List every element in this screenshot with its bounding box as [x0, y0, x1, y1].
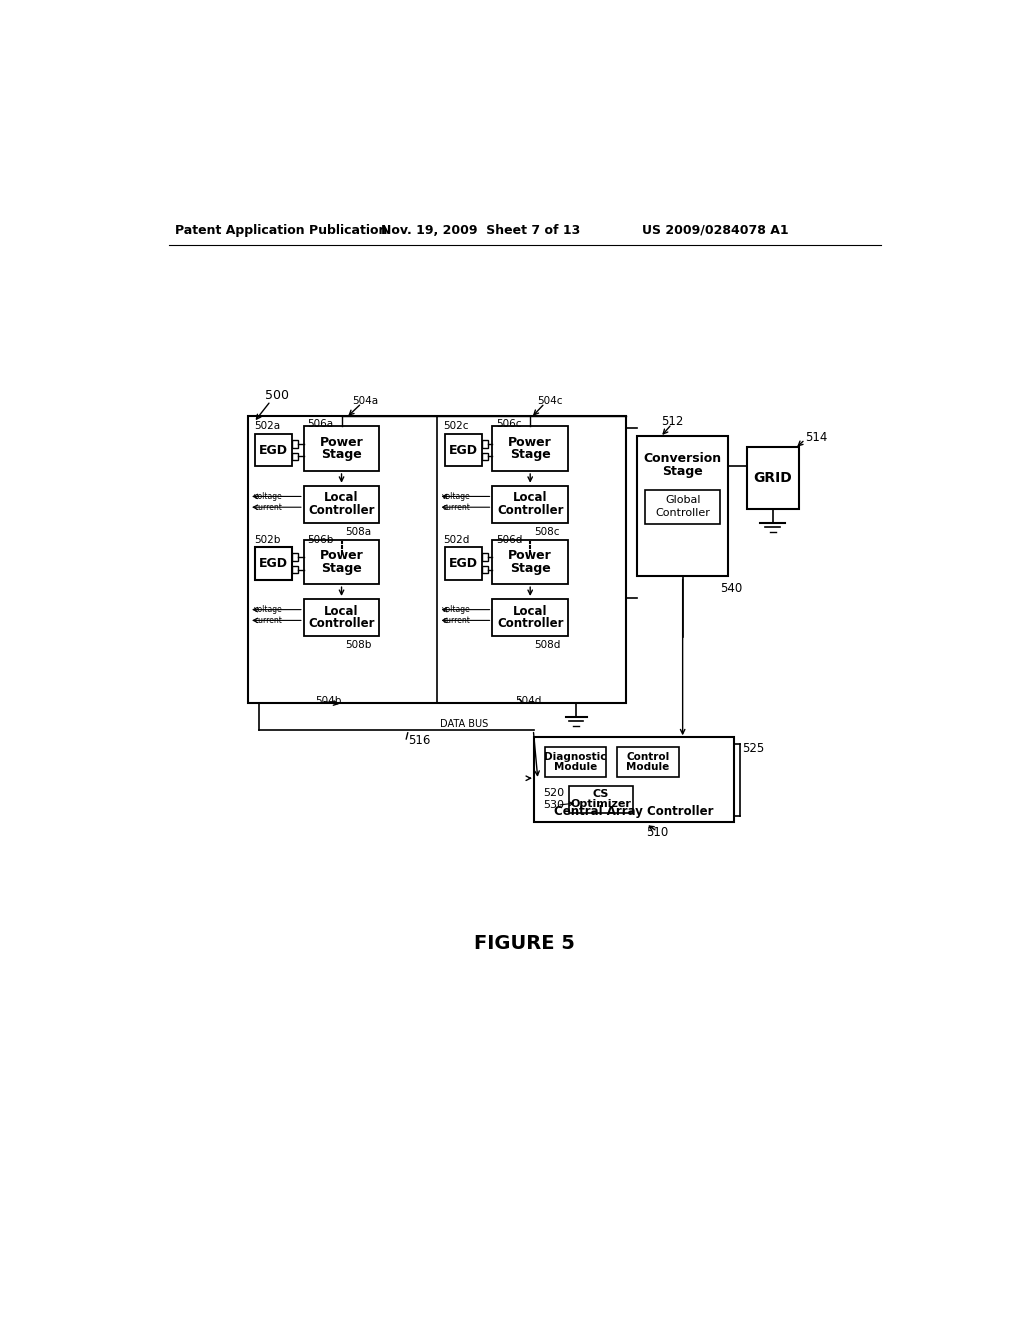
Text: DATA BUS: DATA BUS [439, 718, 487, 729]
Text: current: current [443, 503, 471, 512]
Text: CS: CS [593, 788, 609, 799]
Text: 504c: 504c [537, 396, 562, 407]
Text: Conversion: Conversion [644, 453, 722, 465]
Text: Controller: Controller [497, 504, 563, 517]
Text: EGD: EGD [449, 444, 478, 457]
Bar [493, 599, 568, 636]
Bar [746, 447, 799, 508]
Text: voltage: voltage [442, 605, 471, 614]
Text: Local: Local [513, 605, 548, 618]
Text: Central Array Controller: Central Array Controller [554, 805, 714, 818]
Text: FIGURE 5: FIGURE 5 [474, 935, 575, 953]
Bar [481, 553, 487, 561]
Text: 502c: 502c [443, 421, 469, 432]
Text: 504d: 504d [515, 696, 542, 706]
Text: Power: Power [319, 549, 364, 562]
Bar [617, 747, 679, 776]
Text: Controller: Controller [308, 504, 375, 517]
Bar [304, 486, 379, 523]
Bar [493, 486, 568, 523]
Text: Module: Module [554, 763, 597, 772]
Text: 502b: 502b [254, 535, 281, 545]
Text: 506c: 506c [497, 418, 522, 429]
Bar [481, 566, 487, 573]
Text: Stage: Stage [663, 465, 703, 478]
Text: 506d: 506d [497, 535, 522, 545]
Bar [481, 453, 487, 461]
Text: Control: Control [627, 751, 670, 762]
Text: EGD: EGD [259, 557, 289, 570]
Text: Stage: Stage [510, 449, 551, 462]
Bar [481, 441, 487, 447]
Bar [545, 747, 606, 776]
Text: Patent Application Publication: Patent Application Publication [174, 223, 387, 236]
Text: EGD: EGD [259, 444, 289, 457]
Text: Module: Module [627, 763, 670, 772]
Bar [292, 566, 298, 573]
Bar [444, 434, 481, 466]
Bar [569, 785, 633, 813]
Text: Stage: Stage [322, 561, 361, 574]
Bar [637, 436, 728, 576]
Text: current: current [254, 503, 283, 512]
Text: 508c: 508c [535, 527, 559, 537]
Text: Local: Local [325, 605, 358, 618]
Bar [292, 553, 298, 561]
Bar [535, 738, 734, 822]
Bar [292, 453, 298, 461]
Text: 525: 525 [742, 742, 764, 755]
Text: 514: 514 [805, 432, 827, 445]
Text: Stage: Stage [322, 449, 361, 462]
Text: 504b: 504b [315, 696, 342, 706]
Text: 502a: 502a [254, 421, 280, 432]
Text: 510: 510 [646, 826, 669, 840]
Text: 500: 500 [265, 389, 290, 403]
Text: Controller: Controller [308, 616, 375, 630]
Text: Power: Power [319, 436, 364, 449]
Bar [493, 540, 568, 585]
Bar [444, 548, 481, 579]
Text: US 2009/0284078 A1: US 2009/0284078 A1 [642, 223, 790, 236]
Bar [304, 426, 379, 471]
Text: Local: Local [513, 491, 548, 504]
Bar [255, 434, 292, 466]
Text: 506a: 506a [307, 418, 334, 429]
Text: 508a: 508a [345, 527, 372, 537]
Text: Controller: Controller [497, 616, 563, 630]
Bar [645, 490, 720, 524]
Text: Controller: Controller [655, 508, 710, 517]
Text: EGD: EGD [449, 557, 478, 570]
Text: voltage: voltage [254, 605, 283, 614]
Text: Global: Global [665, 495, 700, 506]
Text: Optimizer: Optimizer [570, 800, 632, 809]
Text: 506b: 506b [307, 535, 334, 545]
Text: 512: 512 [660, 416, 683, 428]
Text: Diagnostic: Diagnostic [545, 751, 607, 762]
Bar [255, 548, 292, 579]
Text: current: current [443, 616, 471, 624]
Text: GRID: GRID [754, 471, 793, 484]
Text: current: current [254, 616, 283, 624]
Bar [493, 426, 568, 471]
Text: Power: Power [508, 549, 552, 562]
Text: Local: Local [325, 491, 358, 504]
Bar [292, 441, 298, 447]
Text: 530: 530 [544, 800, 564, 810]
Text: Stage: Stage [510, 561, 551, 574]
Text: 508b: 508b [345, 640, 372, 649]
Bar [304, 540, 379, 585]
Text: 508d: 508d [535, 640, 560, 649]
Text: 520: 520 [544, 788, 564, 797]
Text: Nov. 19, 2009  Sheet 7 of 13: Nov. 19, 2009 Sheet 7 of 13 [381, 223, 581, 236]
Text: 540: 540 [720, 582, 742, 594]
Bar [248, 416, 627, 702]
Text: 502d: 502d [443, 535, 470, 545]
Text: voltage: voltage [254, 492, 283, 500]
Text: voltage: voltage [442, 492, 471, 500]
Text: 504a: 504a [352, 396, 379, 407]
Bar [304, 599, 379, 636]
Text: 516: 516 [408, 734, 430, 747]
Text: Power: Power [508, 436, 552, 449]
